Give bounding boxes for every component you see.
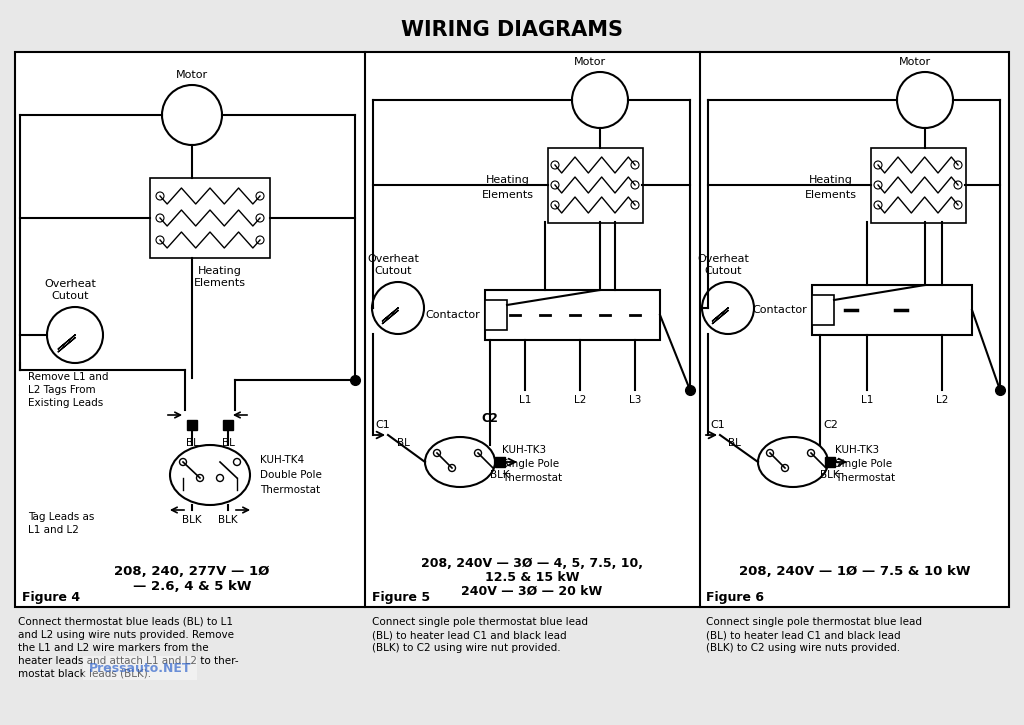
Text: Single Pole: Single Pole	[502, 459, 559, 469]
Circle shape	[449, 465, 456, 471]
Text: BL: BL	[728, 438, 741, 448]
Text: Motor: Motor	[176, 70, 208, 80]
Text: BL: BL	[185, 438, 199, 448]
Text: L1: L1	[861, 395, 873, 405]
Text: L2: L2	[573, 395, 586, 405]
Circle shape	[808, 450, 814, 457]
Text: L1: L1	[519, 395, 531, 405]
Text: Connect single pole thermostat blue lead: Connect single pole thermostat blue lead	[706, 617, 922, 627]
Text: Tag Leads as: Tag Leads as	[28, 512, 94, 522]
Text: BLK: BLK	[820, 470, 840, 480]
Text: Cutout: Cutout	[374, 266, 412, 276]
FancyBboxPatch shape	[812, 285, 972, 335]
Text: Figure 4: Figure 4	[22, 590, 80, 603]
Text: Overheat: Overheat	[44, 279, 96, 289]
Text: WIRING DIAGRAMS: WIRING DIAGRAMS	[401, 20, 623, 40]
Text: Overheat: Overheat	[367, 254, 419, 264]
Text: Connect thermostat blue leads (BL) to L1: Connect thermostat blue leads (BL) to L1	[18, 617, 233, 627]
Text: Figure 5: Figure 5	[372, 590, 430, 603]
Text: KUH-TK4: KUH-TK4	[260, 455, 304, 465]
Circle shape	[216, 474, 223, 481]
Text: BLK: BLK	[182, 515, 202, 525]
Text: Motor: Motor	[899, 57, 931, 67]
Circle shape	[767, 450, 773, 457]
FancyBboxPatch shape	[150, 178, 270, 258]
Text: the L1 and L2 wire markers from the: the L1 and L2 wire markers from the	[18, 643, 209, 653]
Text: L3: L3	[629, 395, 641, 405]
Text: C1: C1	[375, 420, 390, 430]
Text: 208, 240V — 3Ø — 4, 5, 7.5, 10,: 208, 240V — 3Ø — 4, 5, 7.5, 10,	[421, 557, 643, 570]
Text: Remove L1 and: Remove L1 and	[28, 372, 109, 382]
Text: C1: C1	[710, 420, 725, 430]
Text: Elements: Elements	[482, 190, 534, 200]
Text: BL: BL	[221, 438, 234, 448]
Text: Thermostat: Thermostat	[260, 485, 321, 495]
Text: Elements: Elements	[194, 278, 246, 288]
FancyBboxPatch shape	[15, 52, 1009, 607]
Text: Heating: Heating	[809, 175, 853, 185]
Ellipse shape	[758, 437, 828, 487]
Circle shape	[433, 450, 440, 457]
Text: 240V — 3Ø — 20 kW: 240V — 3Ø — 20 kW	[462, 585, 603, 598]
FancyBboxPatch shape	[812, 295, 834, 325]
Text: Connect single pole thermostat blue lead: Connect single pole thermostat blue lead	[372, 617, 588, 627]
Text: Figure 6: Figure 6	[706, 590, 764, 603]
Text: Heating: Heating	[198, 266, 242, 276]
Text: Pressauto.NET: Pressauto.NET	[89, 661, 191, 674]
Circle shape	[197, 474, 204, 481]
FancyBboxPatch shape	[10, 5, 1014, 47]
FancyBboxPatch shape	[485, 300, 507, 330]
Text: Existing Leads: Existing Leads	[28, 398, 103, 408]
Text: Single Pole: Single Pole	[835, 459, 892, 469]
FancyBboxPatch shape	[485, 290, 660, 340]
Text: heater leads and attach L1 and L2 to ther-: heater leads and attach L1 and L2 to the…	[18, 656, 239, 666]
Text: Motor: Motor	[573, 57, 606, 67]
Text: BL: BL	[397, 438, 410, 448]
Text: BLK: BLK	[490, 470, 510, 480]
Circle shape	[474, 450, 481, 457]
Ellipse shape	[170, 445, 250, 505]
Text: KUH-TK3: KUH-TK3	[835, 445, 880, 455]
Text: 208, 240, 277V — 1Ø
— 2.6, 4 & 5 kW: 208, 240, 277V — 1Ø — 2.6, 4 & 5 kW	[115, 565, 269, 593]
FancyBboxPatch shape	[548, 148, 643, 223]
Circle shape	[233, 458, 241, 465]
Text: 12.5 & 15 kW: 12.5 & 15 kW	[484, 571, 580, 584]
Text: Thermostat: Thermostat	[835, 473, 895, 483]
Text: Cutout: Cutout	[705, 266, 741, 276]
Text: KUH-TK3: KUH-TK3	[502, 445, 546, 455]
Text: L2 Tags From: L2 Tags From	[28, 385, 95, 395]
Text: Contactor: Contactor	[425, 310, 480, 320]
Text: (BL) to heater lead C1 and black lead: (BL) to heater lead C1 and black lead	[706, 630, 901, 640]
Text: mostat black leads (BLK).: mostat black leads (BLK).	[18, 669, 152, 679]
Text: (BL) to heater lead C1 and black lead: (BL) to heater lead C1 and black lead	[372, 630, 566, 640]
Text: Thermostat: Thermostat	[502, 473, 562, 483]
Text: Overheat: Overheat	[697, 254, 749, 264]
Circle shape	[179, 458, 186, 465]
Text: L2: L2	[936, 395, 948, 405]
Text: BLK: BLK	[218, 515, 238, 525]
Text: C2: C2	[481, 412, 499, 425]
Circle shape	[781, 465, 788, 471]
FancyBboxPatch shape	[871, 148, 966, 223]
Text: (BLK) to C2 using wire nut provided.: (BLK) to C2 using wire nut provided.	[372, 643, 560, 653]
Text: (BLK) to C2 using wire nuts provided.: (BLK) to C2 using wire nuts provided.	[706, 643, 900, 653]
Text: Contactor: Contactor	[753, 305, 807, 315]
Ellipse shape	[425, 437, 495, 487]
Text: Heating: Heating	[486, 175, 530, 185]
Text: C2: C2	[823, 420, 838, 430]
Text: and L2 using wire nuts provided. Remove: and L2 using wire nuts provided. Remove	[18, 630, 234, 640]
Text: Cutout: Cutout	[51, 291, 89, 301]
Text: Elements: Elements	[805, 190, 857, 200]
Text: 208, 240V — 1Ø — 7.5 & 10 kW: 208, 240V — 1Ø — 7.5 & 10 kW	[739, 565, 971, 578]
Text: L1 and L2: L1 and L2	[28, 525, 79, 535]
Text: Double Pole: Double Pole	[260, 470, 322, 480]
